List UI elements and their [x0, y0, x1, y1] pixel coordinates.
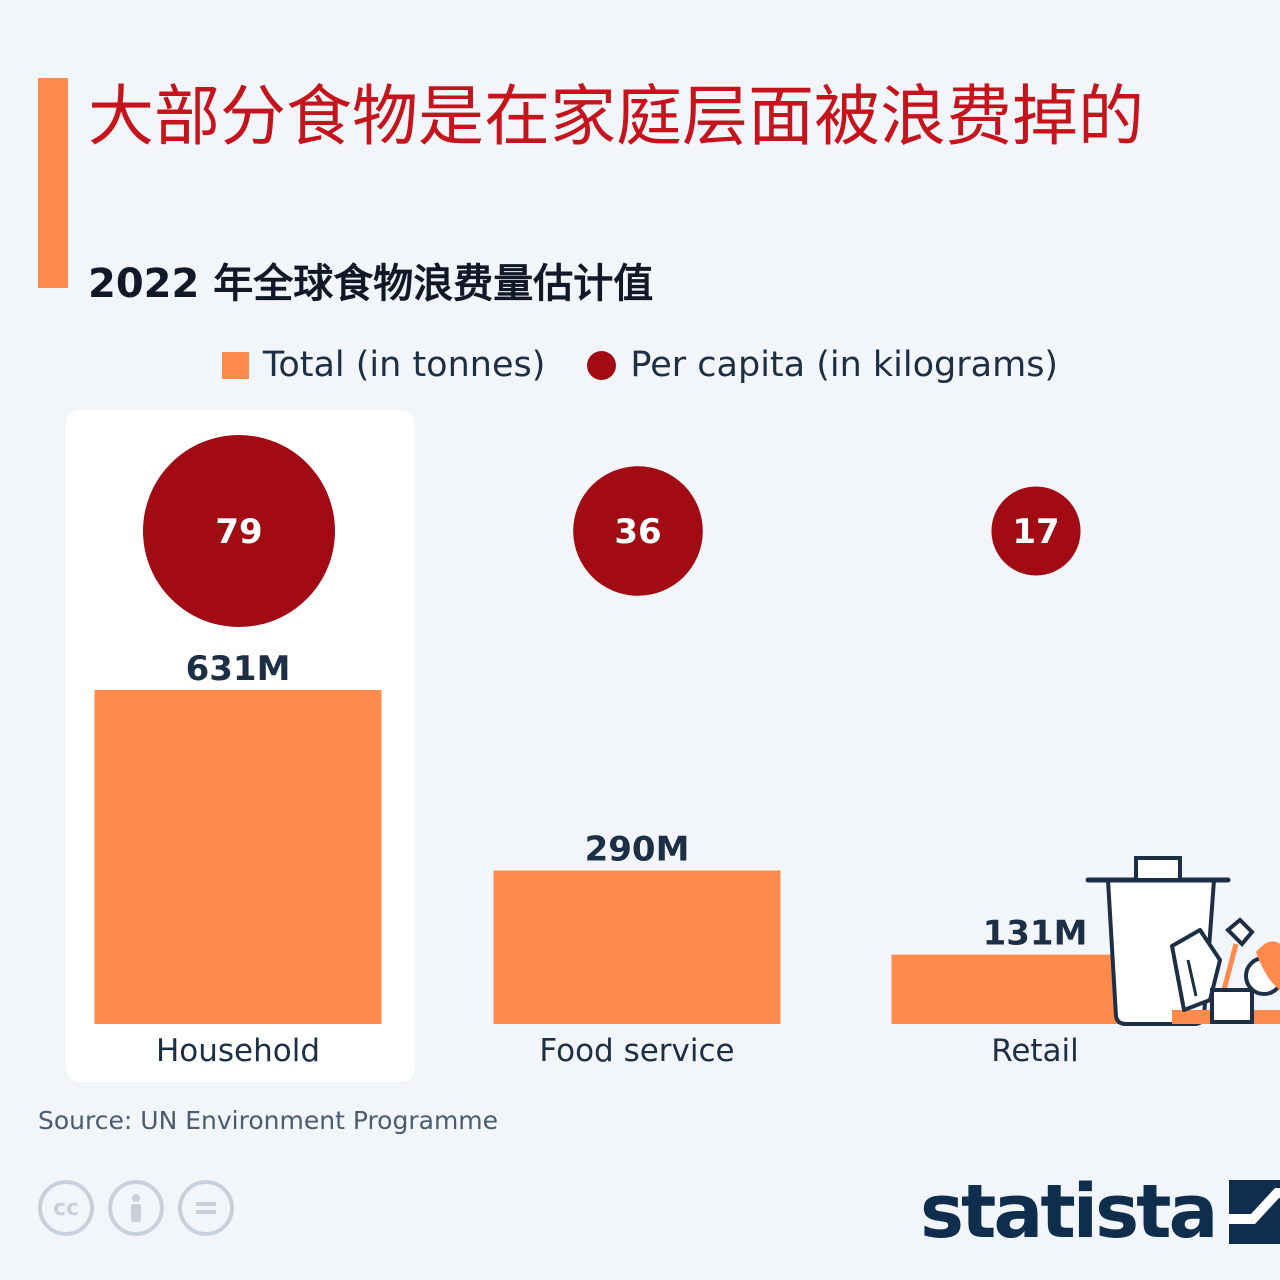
bubble-value-label-household: 79 — [215, 512, 262, 552]
by-attribution-icon[interactable] — [108, 1180, 164, 1236]
bar-household — [94, 690, 382, 1024]
legend-label-per-capita: Per capita (in kilograms) — [630, 345, 1059, 385]
statista-logo[interactable]: statista — [920, 1172, 1280, 1252]
chart-title: 大部分食物是在家庭层面被浪费掉的 — [88, 78, 1144, 155]
legend-swatch-circle — [587, 350, 617, 380]
category-label-retail: Retail — [991, 1033, 1079, 1069]
category-label-food-service: Food service — [539, 1033, 734, 1069]
source-label: Source: — [38, 1106, 133, 1135]
bar-value-label-household: 631M — [186, 649, 291, 689]
chart-subtitle: 2022 年全球食物浪费量估计值 — [88, 261, 654, 307]
bubble-value-label-retail: 17 — [1012, 512, 1059, 552]
bar-food-service — [493, 870, 781, 1024]
legend-item-per-capita: Per capita (in kilograms) — [587, 345, 1058, 385]
bar-value-label-food-service: 290M — [585, 829, 690, 869]
bubble-food-service — [573, 466, 703, 596]
legend: Total (in tonnes) Per capita (in kilogra… — [0, 340, 1280, 390]
statista-wordmark: statista — [920, 1169, 1218, 1255]
bubble-retail — [991, 486, 1081, 576]
legend-label-total: Total (in tonnes) — [262, 345, 546, 385]
statista-logo-icon — [1229, 1180, 1280, 1244]
no-derivatives-icon[interactable] — [178, 1180, 234, 1236]
accent-bar — [38, 78, 68, 288]
category-label-household: Household — [156, 1033, 320, 1069]
source-text: UN Environment Programme — [140, 1106, 499, 1135]
bar-value-label-retail: 131M — [983, 914, 1088, 954]
legend-swatch-square — [221, 351, 249, 379]
source-note: Source: UN Environment Programme — [38, 1106, 498, 1135]
bubble-value-label-food-service: 36 — [614, 512, 661, 552]
legend-item-total: Total (in tonnes) — [221, 345, 546, 385]
license-icons: cc — [38, 1180, 234, 1236]
cc-icon[interactable]: cc — [38, 1180, 94, 1236]
bubble-household — [143, 435, 335, 627]
